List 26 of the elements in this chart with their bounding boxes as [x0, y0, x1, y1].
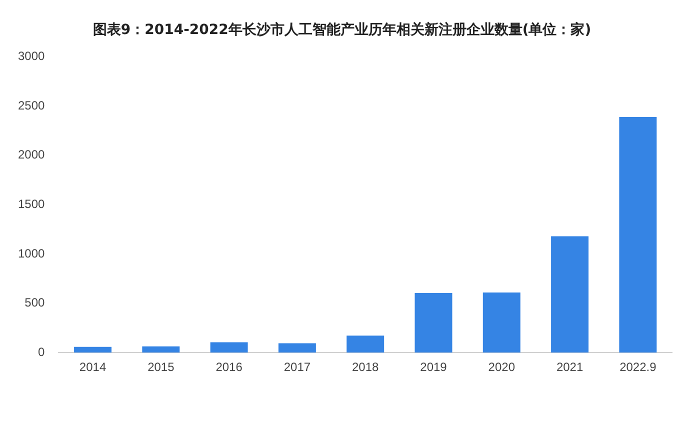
x-tick-label: 2021 [556, 360, 584, 374]
bar [346, 336, 384, 353]
x-tick-label: 2019 [420, 360, 448, 374]
x-tick-label: 2015 [148, 360, 175, 374]
y-tick-label: 1500 [18, 197, 46, 212]
bar [482, 292, 520, 353]
bar [210, 342, 248, 353]
y-tick-label: 2000 [18, 148, 46, 162]
y-tick-label: 3000 [18, 49, 46, 64]
x-tick-label: 2022.9 [620, 360, 657, 374]
y-tick-label: 2500 [18, 98, 46, 112]
chart-title: 图表9：2014-2022年长沙市人工智能产业历年相关新注册企业数量(单位：家) [92, 21, 592, 38]
bar [619, 116, 657, 353]
bar [142, 346, 180, 353]
x-tick-label: 2018 [352, 360, 380, 374]
x-tick-label: 2014 [79, 360, 106, 374]
y-tick-label: 0 [38, 344, 46, 359]
y-tick-label: 500 [24, 296, 46, 310]
bar [551, 236, 589, 353]
bar [278, 343, 316, 353]
x-tick-label: 2016 [216, 360, 243, 374]
bar [414, 293, 452, 353]
y-tick-label: 1000 [18, 246, 46, 260]
bar [74, 346, 112, 353]
x-tick-label: 2017 [284, 360, 311, 374]
x-tick-label: 2020 [488, 360, 516, 374]
